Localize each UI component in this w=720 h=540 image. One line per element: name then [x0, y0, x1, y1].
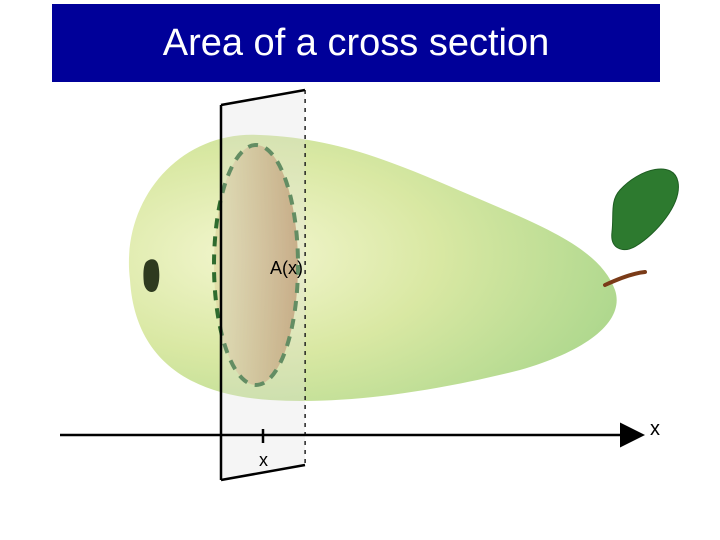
title-text: Area of a cross section	[163, 22, 550, 65]
title-banner: Area of a cross section	[52, 4, 660, 82]
pear-body	[129, 135, 617, 401]
cross-section-area-label: A(x)	[270, 258, 303, 279]
slicing-plane	[221, 90, 305, 480]
pear-leaf	[612, 169, 679, 250]
x-tick-label: x	[259, 450, 268, 471]
pear-stub	[143, 259, 159, 292]
pear-stem	[605, 272, 645, 285]
x-axis-label: x	[650, 418, 660, 441]
